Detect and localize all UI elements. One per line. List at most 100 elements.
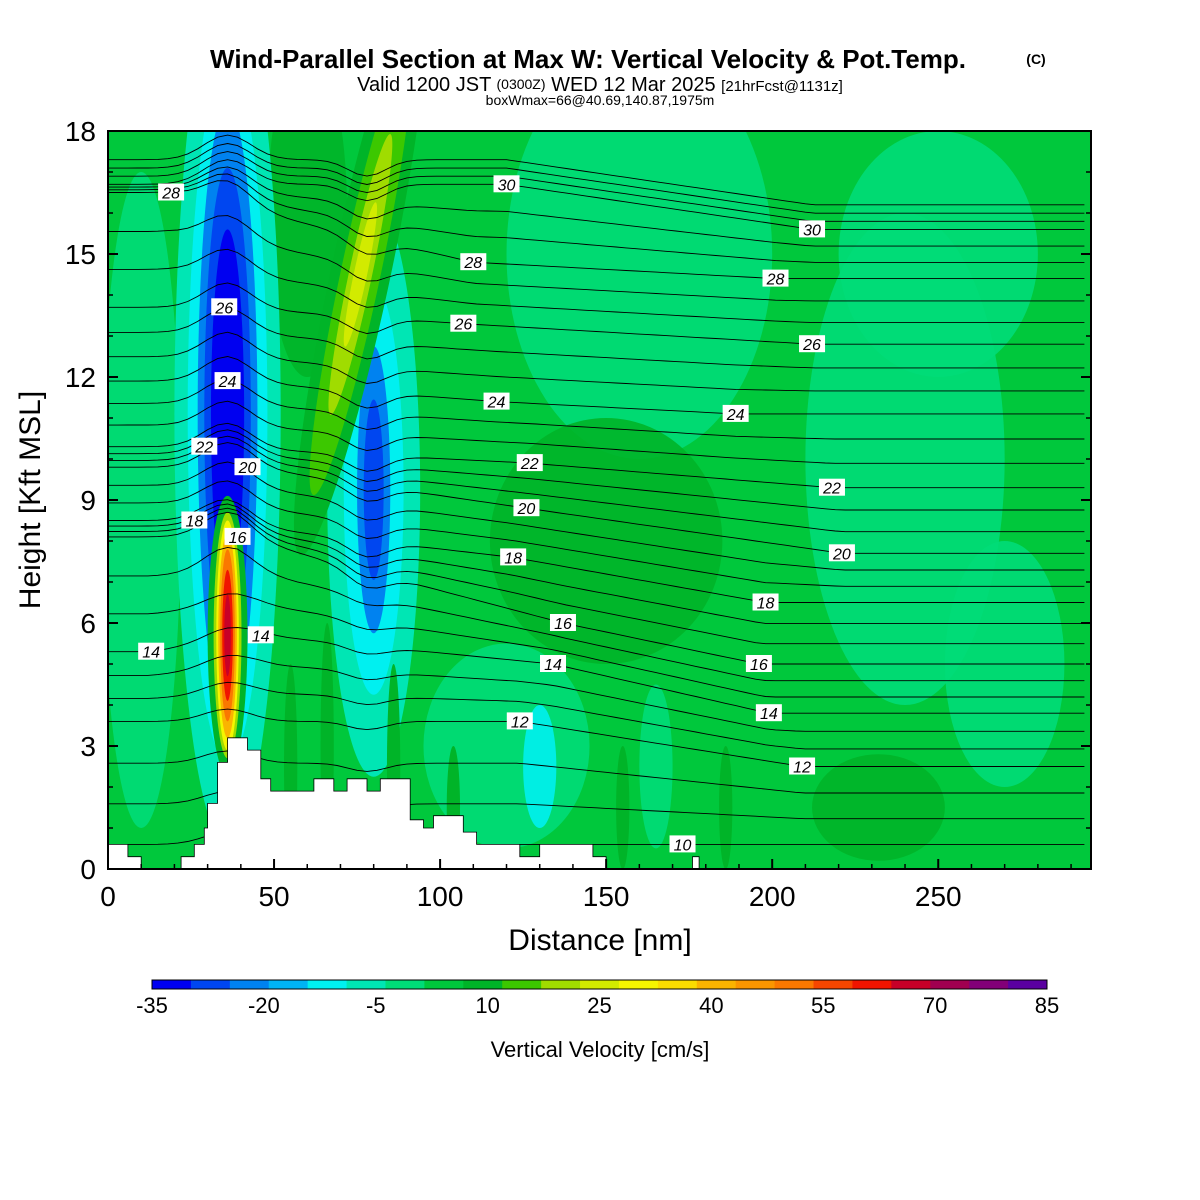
theta-label-text: 30	[498, 177, 516, 194]
theta-contour-label: 28	[762, 269, 789, 289]
colorbar-tick-label: 10	[475, 993, 499, 1018]
theta-label-text: 22	[822, 481, 841, 498]
theta-label-text: 16	[750, 657, 768, 674]
y-tick-label: 0	[80, 854, 96, 885]
colorbar-tick-label: 85	[1035, 993, 1059, 1018]
theta-contour-label: 16	[224, 527, 251, 547]
theta-label-bg	[762, 269, 789, 287]
theta-contour-label: 10	[669, 835, 696, 854]
theta-label-text: 20	[832, 546, 851, 563]
theta-label-text: 20	[238, 460, 257, 477]
x-tick-label: 100	[417, 881, 464, 912]
theta-contour-line	[108, 307, 1085, 369]
x-tick-label: 50	[258, 881, 289, 912]
w-region	[523, 705, 557, 828]
x-tick-label: 250	[915, 881, 962, 912]
w-region	[838, 131, 1038, 377]
chart-title: Wind-Parallel Section at Max W: Vertical…	[210, 44, 966, 74]
colorbar-tick-label: -35	[136, 993, 168, 1018]
colorbar-swatch	[424, 980, 464, 989]
theta-contour-line	[108, 151, 1085, 222]
theta-contour-labels: 10 12 12 14 14 14 14 16 16 16 18 18 18 20 20 20 22 22 22 24…	[138, 175, 855, 854]
theta-label-bg	[247, 626, 274, 644]
colorbar-swatch	[813, 980, 853, 989]
theta-contour-label: 18	[752, 593, 779, 613]
colorbar-swatch	[774, 980, 815, 989]
theta-contour-line	[108, 400, 1085, 464]
theta-label-text: 24	[218, 374, 237, 391]
colorbar-swatch	[657, 980, 698, 989]
theta-label-bg	[818, 478, 845, 496]
subtitle-date: WED 12 Mar 2025	[551, 74, 716, 96]
theta-contour-label: 18	[500, 548, 527, 567]
theta-label-text: 28	[463, 255, 482, 272]
y-tick-label: 9	[80, 485, 96, 516]
theta-contour-label: 26	[450, 314, 477, 334]
theta-label-bg	[500, 548, 527, 566]
theta-label-text: 24	[487, 395, 506, 412]
colorbar-swatch	[385, 980, 425, 989]
theta-label-bg	[181, 511, 208, 529]
theta-label-text: 12	[511, 714, 529, 731]
colorbar-tick-label: 40	[699, 993, 723, 1018]
colorbar-swatch	[190, 980, 231, 989]
colorbar-swatch	[229, 980, 270, 989]
theta-contour-label: 20	[513, 499, 540, 518]
y-tick-label: 12	[65, 362, 96, 393]
theta-label-bg	[669, 835, 696, 853]
colorbar-label: Vertical Velocity [cm/s]	[491, 1037, 710, 1062]
theta-contour-label: 12	[506, 712, 533, 731]
theta-contour-line	[108, 248, 1085, 324]
subtitle-valid: Valid 1200 JST	[357, 74, 491, 96]
theta-contour-line	[108, 180, 1085, 280]
theta-label-text: 12	[793, 760, 811, 777]
theta-label-bg	[549, 614, 576, 631]
plot-area: 10 12 12 14 14 14 14 16 16 16 18 18 18 20 20 20 22 22 22 24…	[107, 130, 1092, 870]
theta-label-text: 14	[142, 645, 160, 662]
theta-label-text: 14	[760, 706, 778, 723]
subtitle-zulu: (0300Z)	[497, 76, 546, 92]
theta-label-text: 24	[726, 407, 745, 424]
colorbar-swatch	[307, 980, 348, 989]
x-tick-label: 0	[100, 881, 116, 912]
w-region	[489, 418, 723, 664]
theta-label-text: 16	[229, 530, 247, 547]
downdraft-mid	[363, 399, 384, 580]
theta-contour-line	[108, 422, 1085, 489]
chart-title-mark: (C)	[1026, 51, 1045, 67]
theta-contour-label: 14	[138, 642, 165, 662]
colorbar-swatch	[541, 980, 581, 989]
theta-contour-line	[108, 378, 1085, 440]
theta-contour-label: 30	[799, 220, 826, 239]
x-axis: 0 50 100 150 200 250	[100, 859, 1072, 912]
colorbar-tick-label: 25	[587, 993, 611, 1018]
theta-label-bg	[755, 704, 782, 722]
theta-contour-line	[108, 503, 1085, 624]
theta-label-text: 16	[554, 616, 572, 633]
colorbar-swatch	[696, 980, 737, 989]
theta-label-bg	[799, 220, 826, 238]
theta-contour-line	[108, 356, 1085, 415]
theta-label-bg	[224, 527, 251, 545]
theta-label-bg	[460, 253, 487, 271]
colorbar-tick-label: -5	[366, 993, 386, 1018]
theta-label-text: 18	[504, 550, 522, 567]
theta-label-bg	[483, 392, 510, 410]
theta-label-text: 22	[194, 440, 213, 457]
theta-contour-line	[108, 507, 1085, 645]
colorbar-swatch	[969, 980, 1009, 989]
low-wave	[616, 746, 630, 869]
colorbar: -35 -20 -5 10 25 40 55 70 85	[136, 979, 1059, 1018]
theta-contour-line	[108, 282, 1085, 345]
theta-contour-label: 24	[722, 404, 749, 424]
theta-contour-label: 28	[158, 183, 185, 203]
theta-contour-line	[108, 750, 1085, 794]
colorbar-tick-label: 55	[811, 993, 835, 1018]
theta-contours	[108, 134, 1085, 854]
colorbar-swatch	[580, 980, 620, 989]
updraft-main	[224, 594, 231, 677]
theta-label-text: 26	[453, 317, 472, 334]
theta-label-bg	[752, 593, 779, 611]
theta-label-text: 26	[214, 300, 233, 317]
